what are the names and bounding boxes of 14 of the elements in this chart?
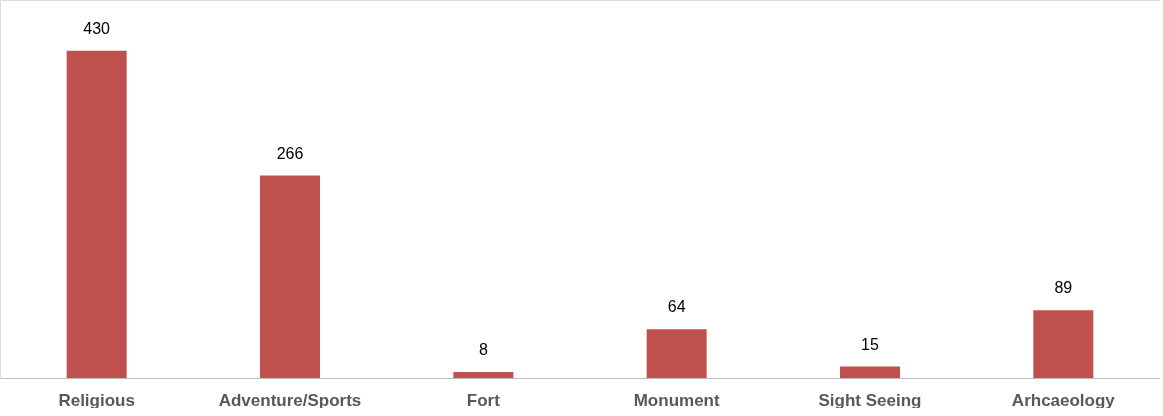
data-label: 15 bbox=[861, 335, 879, 353]
bar bbox=[840, 366, 900, 378]
x-tick-label: Fort bbox=[466, 390, 501, 410]
bar bbox=[260, 175, 320, 378]
x-tick-label: Monument bbox=[633, 390, 720, 410]
data-label: 266 bbox=[276, 144, 304, 162]
data-label: 64 bbox=[667, 298, 686, 316]
bar bbox=[646, 329, 707, 378]
bar bbox=[453, 371, 514, 378]
data-label: 430 bbox=[83, 19, 111, 37]
data-label: 8 bbox=[478, 340, 488, 358]
bar bbox=[1033, 310, 1094, 378]
data-label: 89 bbox=[1054, 279, 1073, 297]
bar bbox=[66, 50, 127, 378]
